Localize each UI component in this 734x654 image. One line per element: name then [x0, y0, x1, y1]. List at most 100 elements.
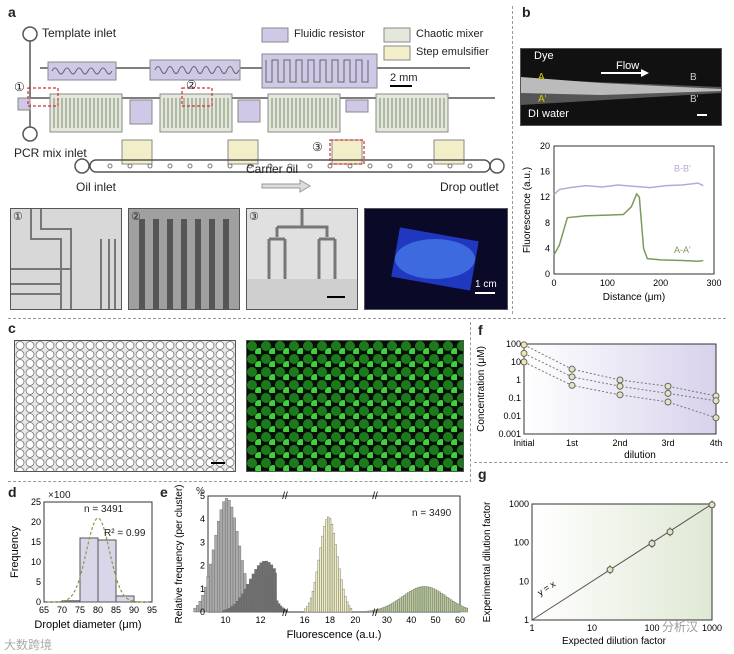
chart-e-bar	[459, 605, 463, 613]
chart-e-axis-break: //	[282, 608, 288, 619]
chart-e-bar	[196, 605, 200, 613]
chart-e-bar	[418, 586, 422, 613]
d-n: n = 3491	[84, 504, 124, 515]
template-inlet-label: Template inlet	[42, 26, 117, 40]
chart-e-bar	[206, 576, 210, 613]
chart-e-bar	[457, 604, 461, 613]
panel-letter-g: g	[478, 466, 487, 482]
chart-e-bar	[254, 569, 258, 613]
chart-d-ytick: 25	[31, 497, 41, 507]
chart-g-point	[606, 566, 614, 574]
chart-g-ytick: 1000	[509, 499, 529, 509]
chart-d-xtick: 80	[93, 605, 103, 615]
watermark-right: 分析汉	[662, 620, 699, 634]
micrograph-2: ②	[128, 208, 240, 310]
separator-v2	[470, 322, 471, 482]
chart-g-point	[666, 528, 674, 536]
chart-g-identity-line	[531, 503, 713, 621]
oil-inlet-port	[74, 158, 90, 174]
panel-letter-d: d	[8, 484, 17, 500]
chart-e-bar	[347, 605, 351, 613]
chart-g-xtick: 1000	[702, 623, 722, 633]
chart-f-point	[664, 382, 672, 390]
chart-e-bar	[420, 586, 424, 613]
chart-b-series-line	[553, 182, 704, 196]
chart-e-bar	[274, 596, 277, 613]
chart-f-point	[520, 358, 528, 366]
chart-e-bar	[262, 561, 266, 613]
chart-e-bar	[214, 535, 218, 613]
chart-e-bar	[403, 594, 406, 613]
chart-g-xtick: 10	[587, 623, 597, 633]
chart-f-ylabel: Concentration (μM)	[476, 346, 487, 432]
chart-e-bar	[393, 601, 396, 613]
chart-d: 65 70 75 80 85 90 95 0 5 10 15 20 25 Droplet diameter…	[9, 497, 157, 631]
chart-e-bar	[217, 521, 221, 613]
legend-mixer: Chaotic mixer	[416, 28, 484, 40]
chart-e-bar	[313, 582, 317, 613]
chart-e-bar	[342, 588, 345, 613]
chart-e-bar	[323, 526, 326, 613]
chart-d-xtick: 95	[147, 605, 157, 615]
chart-e-bar	[311, 590, 315, 613]
chart-e-xtick: 16	[300, 615, 310, 625]
chart-e-bar	[450, 599, 453, 613]
pcr-inlet-label: PCR mix inlet	[14, 146, 87, 160]
chart-e-ylabel: Relative frequency (per cluster)	[174, 485, 185, 624]
chart-e-ytick: 0	[200, 607, 205, 617]
chart-f-xtick: 1st	[566, 438, 579, 448]
chart-b-xtick: 300	[706, 278, 721, 288]
marker-2: ②	[186, 78, 197, 92]
chart-e-ytick: 5	[200, 491, 205, 501]
legend-emulsifier: Step emulsifier	[416, 46, 489, 58]
chart-d-xtick: 85	[111, 605, 121, 615]
chart-b-ytick: 20	[540, 141, 550, 151]
chart-e-bar	[285, 609, 288, 613]
chart-e-bar	[387, 604, 391, 613]
chart-e-bar	[225, 609, 229, 613]
chart-e-bar	[211, 549, 215, 613]
chart-f-ytick: 10	[511, 357, 521, 367]
chart-e-bar	[426, 586, 430, 613]
chart-f-ytick: 100	[506, 339, 521, 349]
chart-b-ytick: 4	[545, 243, 550, 253]
legend-resistor: Fluidic resistor	[294, 28, 365, 40]
watermark-left: 大数跨境	[4, 638, 53, 652]
chart-e-bar	[222, 501, 226, 613]
chart-b-ytick: 12	[540, 192, 550, 202]
chart-e-bar	[377, 608, 381, 613]
chart-f-point	[568, 373, 576, 381]
chart-e-bar	[306, 606, 309, 613]
chart-e-bar	[317, 559, 320, 613]
chart-e-bar	[272, 592, 275, 613]
chart-f-point	[568, 381, 576, 389]
point-a-prime: A'	[538, 94, 547, 105]
carrier-oil-label: Carrier oil	[246, 162, 299, 176]
chart-e-bar	[340, 579, 343, 613]
chart-b-series-label: A-A'	[674, 245, 691, 255]
e-percent: %	[196, 486, 205, 497]
chart-e-ytick: 1	[200, 584, 205, 594]
drop-outlet-port	[489, 158, 505, 174]
device-photo: 1 cm	[364, 208, 508, 310]
separator-h3	[474, 462, 728, 463]
chart-b-xtick: 200	[653, 278, 668, 288]
chart-b-frame	[553, 145, 715, 275]
chart-e-bar	[227, 500, 231, 613]
chart-d-ytick: 0	[36, 597, 41, 607]
chart-e-bar	[411, 589, 414, 613]
chart-d-ytick: 20	[31, 517, 41, 527]
chart-f-point	[520, 341, 528, 349]
dye-label: Dye	[534, 50, 554, 62]
panel-letter-a: a	[8, 4, 16, 20]
chart-e-bar	[448, 598, 451, 613]
drop-outlet-label: Drop outlet	[440, 180, 499, 194]
chart-e-bar	[438, 591, 441, 613]
chart-e-bar	[219, 509, 223, 613]
chart-e-bar	[432, 588, 435, 613]
chart-e-bar	[230, 606, 234, 613]
chart-b: 0 100 200 300 0 4 8 12 16 20 Distance (μm) Fluoresc…	[522, 141, 722, 303]
chart-g-point	[648, 540, 656, 548]
